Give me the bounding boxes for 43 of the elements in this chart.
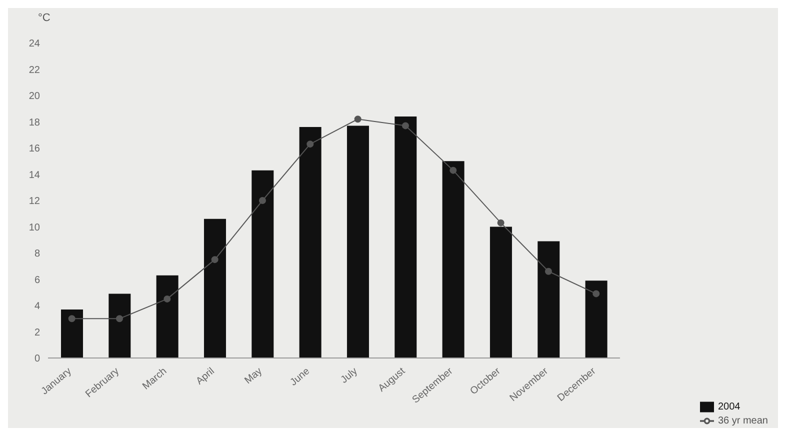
- legend-label: 2004: [718, 402, 740, 413]
- y-tick-label: 20: [28, 91, 40, 102]
- point: [497, 219, 504, 226]
- point: [354, 116, 362, 123]
- bar: [252, 170, 274, 358]
- bar: [585, 280, 608, 358]
- point: [544, 268, 552, 275]
- y-tick-label: 22: [28, 64, 40, 76]
- point: [164, 295, 171, 302]
- y-tick-label: 10: [28, 222, 40, 234]
- bar: [538, 241, 560, 358]
- point: [450, 166, 457, 174]
- point: [68, 315, 76, 322]
- y-tick-label: 4: [34, 301, 40, 312]
- point: [592, 290, 600, 298]
- point: [116, 315, 123, 322]
- bar: [204, 218, 226, 358]
- y-tick-label: 16: [28, 144, 40, 155]
- y-tick-label: 8: [34, 248, 40, 260]
- y-tick-label: 18: [28, 117, 40, 128]
- y-tick-label: 14: [28, 170, 40, 181]
- x-tick-label: May: [242, 366, 264, 386]
- point: [306, 140, 314, 148]
- x-tick-label: June: [288, 366, 312, 388]
- point: [402, 122, 409, 130]
- y-tick-label: 0: [34, 354, 40, 365]
- bar: [442, 161, 464, 358]
- x-tick-label: July: [339, 366, 360, 386]
- y-tick-label: 24: [28, 38, 40, 50]
- y-tick-label: 6: [34, 274, 40, 286]
- y-tick-label: 2: [34, 327, 40, 338]
- y-tick-label: 12: [28, 196, 40, 208]
- bar: [156, 275, 178, 358]
- bar: [394, 116, 417, 358]
- bar: [490, 226, 512, 358]
- bar: [61, 309, 83, 358]
- legend-label: 36 yr mean: [718, 416, 768, 427]
- bar: [299, 127, 322, 358]
- bar: [108, 294, 131, 358]
- point: [258, 197, 266, 204]
- point: [211, 256, 218, 264]
- y-axis-title: °C: [38, 12, 50, 24]
- bar: [346, 126, 369, 358]
